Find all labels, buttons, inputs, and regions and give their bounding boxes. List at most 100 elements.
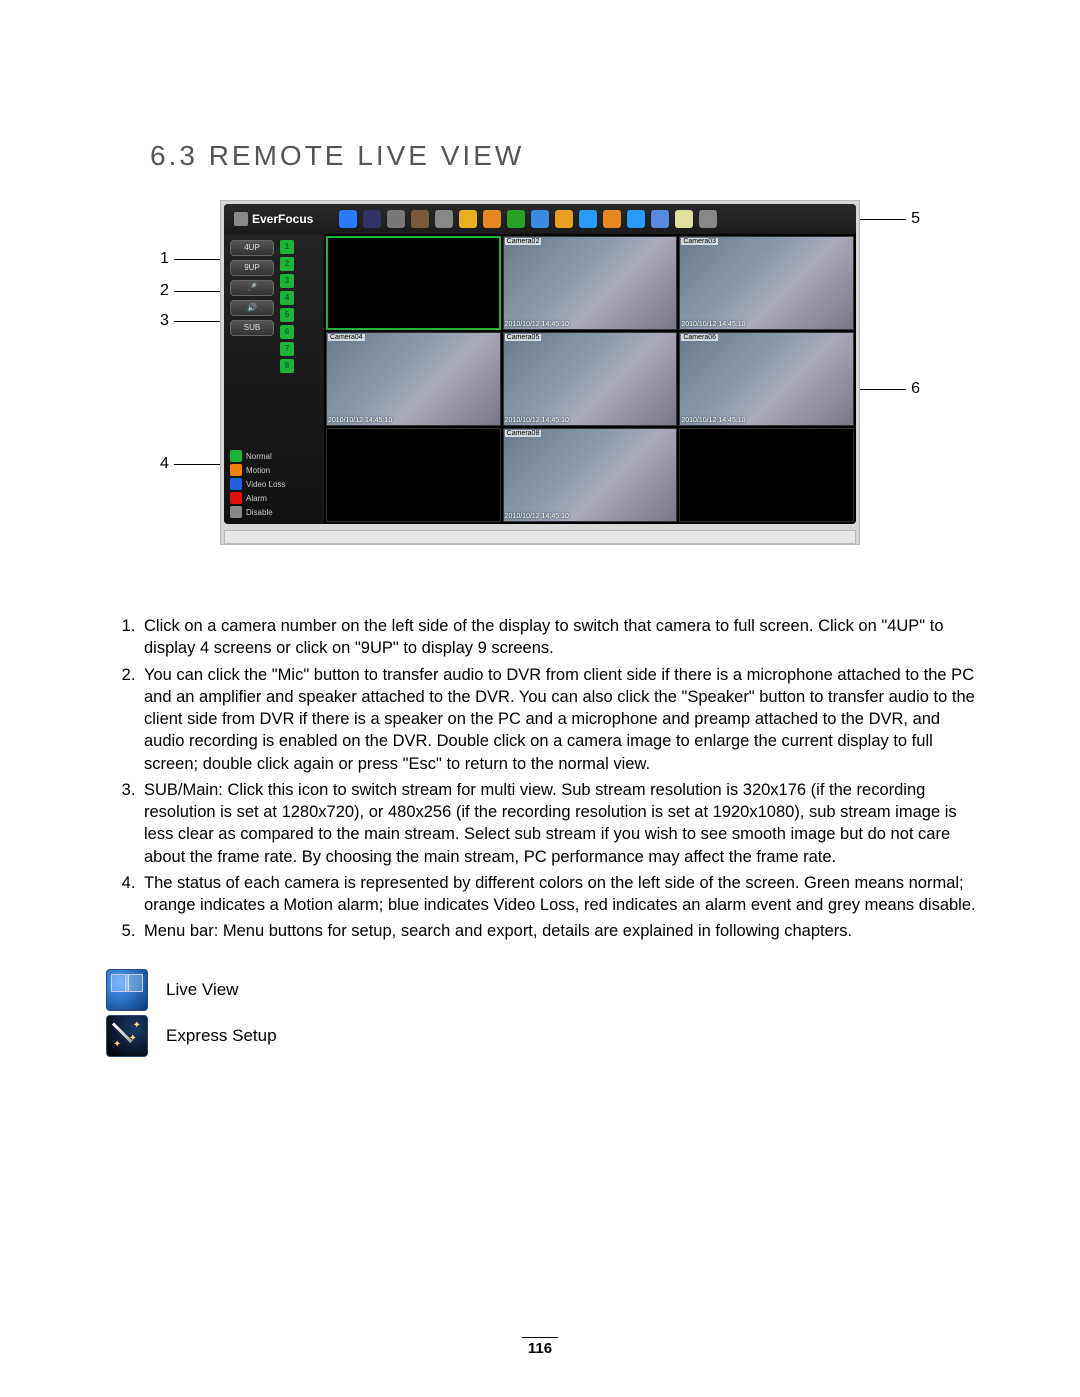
brand-logo-icon (234, 212, 248, 226)
btn-9up[interactable]: 9UP (230, 260, 274, 276)
btn-sub[interactable]: SUB (230, 320, 274, 336)
legend-swatch (230, 450, 242, 462)
icon-description-list: Live View ✦ ✦ ✦ Express Setup (106, 969, 980, 1057)
page-number: 116 (522, 1337, 558, 1357)
wrench-icon[interactable] (387, 210, 405, 228)
express-setup-icon: ✦ ✦ ✦ (106, 1015, 148, 1057)
camera-timestamp: 2010/10/12 14:45:10 (505, 417, 569, 424)
monitor-icon[interactable] (579, 210, 597, 228)
gear-icon[interactable] (603, 210, 621, 228)
camera-number-5[interactable]: 5 (280, 308, 294, 322)
page-icon[interactable] (675, 210, 693, 228)
instruction-item-1: Click on a camera number on the left sid… (140, 615, 980, 660)
camera-number-6[interactable]: 6 (280, 325, 294, 339)
camera-timestamp: 2010/10/12 14:45:10 (505, 513, 569, 520)
express-icon[interactable] (363, 210, 381, 228)
green-icon[interactable] (507, 210, 525, 228)
camera-label: Camera04 (328, 334, 365, 341)
legend-normal: Normal (230, 450, 285, 462)
camera-cell-9[interactable] (679, 428, 854, 522)
btn-speaker[interactable]: 🔊 (230, 300, 274, 316)
camera-cell-3[interactable]: Camera03 2010/10/12 14:45:10 (679, 236, 854, 330)
callout-4: 4 (160, 455, 169, 473)
camera-number-1[interactable]: 1 (280, 240, 294, 254)
camera-cell-7[interactable] (326, 428, 501, 522)
legend-swatch (230, 478, 242, 490)
camera-label: Camera05 (505, 334, 542, 341)
legend-video-loss: Video Loss (230, 478, 285, 490)
camera-cell-5[interactable]: Camera05 2010/10/12 14:45:10 (503, 332, 678, 426)
legend-swatch (230, 506, 242, 518)
instruction-item-5: Menu bar: Menu buttons for setup, search… (140, 920, 980, 942)
sidebar: 4UP 9UP 🎤 🔊 SUB 1 2 3 4 5 6 7 8 Normal Motion Video L… (224, 234, 324, 524)
callout-5: 5 (911, 210, 920, 228)
brand: EverFocus (234, 212, 313, 226)
instruction-item-4: The status of each camera is represented… (140, 872, 980, 917)
brand-text: EverFocus (252, 212, 313, 226)
camera-label: Camera03 (681, 238, 718, 245)
legend-label: Alarm (246, 494, 267, 503)
icon-row-live-view: Live View (106, 969, 980, 1011)
camera-label: Camera08 (505, 430, 542, 437)
camera-cell-4[interactable]: Camera042010/10/12 14:45:10 (326, 332, 501, 426)
legend-alarm: Alarm (230, 492, 285, 504)
legend-label: Normal (246, 452, 272, 461)
instructions: Click on a camera number on the left sid… (100, 615, 980, 943)
callout-6-line (860, 389, 906, 390)
status-legend: Normal Motion Video Loss Alarm Disable (230, 450, 285, 518)
legend-label: Motion (246, 466, 270, 475)
toolbar-icons (339, 210, 717, 228)
camera-number-3[interactable]: 3 (280, 274, 294, 288)
camera-number-4[interactable]: 4 (280, 291, 294, 305)
instruction-item-2: You can click the "Mic" button to transf… (140, 664, 980, 775)
camera-cell-8[interactable]: Camera08 2010/10/12 14:45:10 (503, 428, 678, 522)
camera-number-7[interactable]: 7 (280, 342, 294, 356)
instruction-list: Click on a camera number on the left sid… (100, 615, 980, 943)
app-body: 4UP 9UP 🎤 🔊 SUB 1 2 3 4 5 6 7 8 Normal Motion Video L… (224, 234, 856, 524)
camera-number-8[interactable]: 8 (280, 359, 294, 373)
film-icon[interactable] (435, 210, 453, 228)
horizontal-scrollbar[interactable] (224, 530, 856, 544)
eye-icon[interactable] (411, 210, 429, 228)
legend-swatch (230, 464, 242, 476)
callout-1: 1 (160, 250, 169, 268)
legend-swatch (230, 492, 242, 504)
device-icon[interactable] (699, 210, 717, 228)
live-view-icon (106, 969, 148, 1011)
camera-cell-1[interactable] (326, 236, 501, 330)
camera-number-2[interactable]: 2 (280, 257, 294, 271)
live-view-icon[interactable] (339, 210, 357, 228)
legend-label: Video Loss (246, 480, 285, 489)
legend-disable: Disable (230, 506, 285, 518)
legend-motion: Motion (230, 464, 285, 476)
camera-label: Camera02 (505, 238, 542, 245)
info-icon[interactable] (627, 210, 645, 228)
legend-label: Disable (246, 508, 273, 517)
folder-icon[interactable] (555, 210, 573, 228)
copy-icon[interactable] (651, 210, 669, 228)
live-view-label: Live View (166, 980, 238, 1000)
clock-icon[interactable] (483, 210, 501, 228)
camera-timestamp: 2010/10/12 14:45:10 (505, 321, 569, 328)
camera-cell-2[interactable]: Camera02 2010/10/12 14:45:10 (503, 236, 678, 330)
camera-cell-6[interactable]: Camera06 2010/10/12 14:45:10 (679, 332, 854, 426)
camera-timestamp: 2010/10/12 14:45:10 (681, 417, 745, 424)
app-screenshot: EverFocus 4UP 9UP 🎤 🔊 SUB 1 2 3 4 5 6 7 8 Normal Mot… (220, 200, 860, 545)
app-toolbar: EverFocus (224, 204, 856, 234)
callout-2: 2 (160, 282, 169, 300)
dvr-app-window: EverFocus 4UP 9UP 🎤 🔊 SUB 1 2 3 4 5 6 7 8 Normal Mot… (224, 204, 856, 524)
callout-6: 6 (911, 380, 920, 398)
bell-icon[interactable] (459, 210, 477, 228)
icon-row-express-setup: ✦ ✦ ✦ Express Setup (106, 1015, 980, 1057)
section-heading: 6.3 REMOTE LIVE VIEW (150, 140, 980, 172)
callout-5-line (860, 219, 906, 220)
instruction-item-3: SUB/Main: Click this icon to switch stre… (140, 779, 980, 868)
btn-mic[interactable]: 🎤 (230, 280, 274, 296)
btn-4up[interactable]: 4UP (230, 240, 274, 256)
callout-3: 3 (160, 312, 169, 330)
camera-grid: Camera02 2010/10/12 14:45:10 Camera03 2010/… (324, 234, 856, 524)
camera-timestamp: 2010/10/12 14:45:10 (681, 321, 745, 328)
camera-label: Camera06 (681, 334, 718, 341)
figure-container: 1 2 3 4 5 6 EverFocus 4UP 9UP 🎤 🔊 SUB 1 2 3 4 5 6… (160, 200, 920, 545)
network-icon[interactable] (531, 210, 549, 228)
